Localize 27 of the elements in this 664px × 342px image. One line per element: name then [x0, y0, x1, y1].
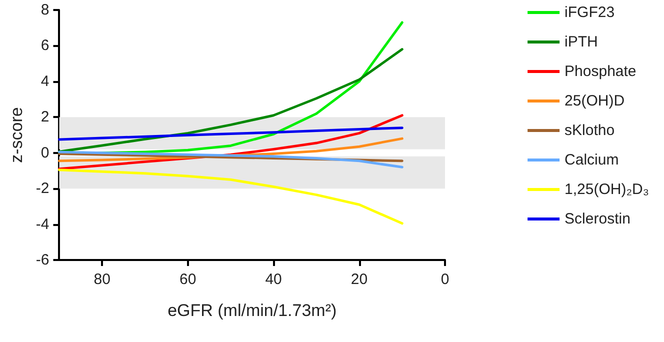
y-tick-label: -6 [36, 252, 50, 268]
x-tick-label: 0 [440, 271, 450, 288]
legend-label: iPTH [564, 34, 598, 50]
y-tick-label: 4 [40, 72, 50, 90]
legend-label: 1,25(OH)₂D₃ [564, 181, 650, 198]
y-tick-label: 0 [40, 144, 50, 162]
y-tick-label: -2 [36, 180, 50, 198]
line-series [58, 168, 404, 225]
legend-label: 25(OH)D [564, 92, 625, 110]
legend-label: sKlotho [564, 122, 615, 139]
x-tick-label: 20 [350, 271, 368, 288]
legend-label: Calcium [564, 152, 619, 168]
line-series [58, 48, 404, 153]
line-series [58, 126, 404, 141]
y-axis-title: z-score [7, 107, 26, 163]
x-tick-label: 80 [94, 271, 110, 288]
y-tick-label: -4 [36, 216, 50, 233]
y-tick-label: 8 [40, 2, 50, 18]
y-tick-label: 2 [40, 108, 50, 126]
y-tick-label: 6 [40, 37, 50, 54]
x-tick-label: 40 [265, 271, 282, 288]
legend-label: Sclerostin [564, 210, 630, 228]
x-axis-title: eGFR (ml/min/1.73m²) [168, 301, 337, 320]
line-series [58, 150, 404, 168]
legend-label: iFGF23 [564, 4, 615, 21]
x-tick-label: 60 [179, 271, 196, 288]
legend-label: Phosphate [564, 63, 636, 80]
